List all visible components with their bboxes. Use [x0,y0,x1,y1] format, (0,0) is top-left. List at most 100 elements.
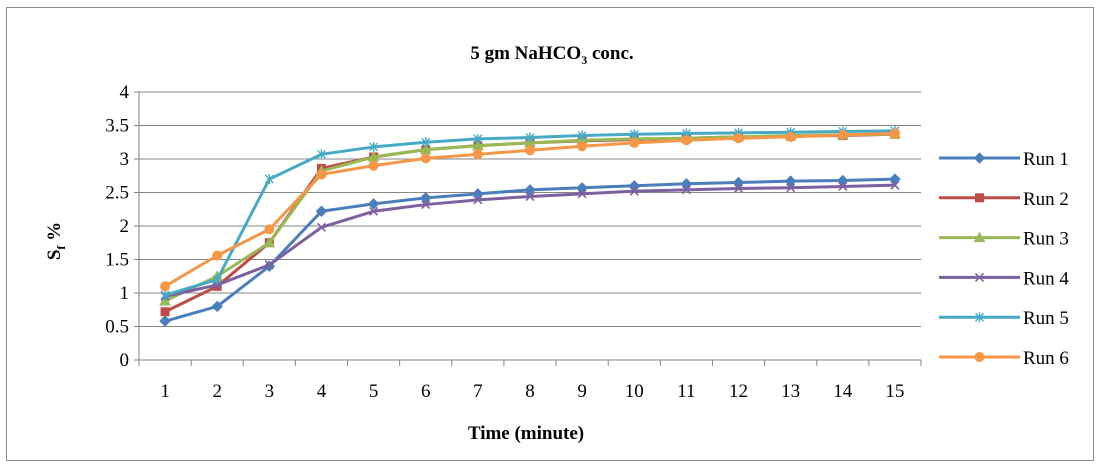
x-axis-title: Time (minute) [468,423,584,444]
series-3 [159,128,901,306]
x-tick-label: 7 [473,381,483,402]
legend-item: Run 1 [939,149,1069,170]
y-tick-label: 3 [120,149,130,170]
data-point [212,250,223,261]
data-point [369,141,379,152]
data-point [420,153,431,164]
data-point [473,195,483,205]
legend-item: Run 5 [939,308,1069,329]
series-4 [160,180,900,301]
data-point [264,224,275,235]
data-point [889,128,900,139]
legend-swatch-marker [973,152,986,164]
data-point [472,149,483,160]
legend-swatch-marker [974,352,985,362]
gridlines [139,91,921,327]
series-lines [159,125,901,327]
data-point [159,295,171,306]
y-tick-label: 0.5 [105,317,129,338]
data-point [629,137,640,148]
data-point [838,181,848,192]
legend-item: Run 3 [939,229,1069,250]
series-1 [159,173,901,327]
x-tick-label: 8 [525,381,535,402]
data-point [160,281,171,292]
data-point [577,189,587,199]
data-point [160,307,170,317]
x-tick-label: 12 [729,381,748,402]
y-tick-label: 3.5 [105,116,129,137]
data-point [784,175,797,187]
line-chart: 00.511.522.533.541 2 3 4 5 6 7 8 9 10 11 12 13 14 15 R… [44,43,1069,444]
data-point [733,183,744,194]
data-point [264,174,274,185]
data-point [420,192,432,204]
data-point [785,131,796,142]
x-tick-label: 6 [421,381,431,402]
chart-frame: 0 0.5 1 1.5 2 2.5 3 3.5 4 1 2 3 4 5 6 7 8 9 10 11 12 13 14 15 R… [6,7,1094,461]
x-tick-label: 4 [317,381,327,402]
x-tick-label: 2 [212,381,222,402]
legend-label: Run 3 [1023,229,1069,250]
x-tick-label: 1 [160,381,170,402]
legend-label: Run 6 [1023,348,1069,369]
data-point [368,160,379,171]
y-tick-label: 1.5 [105,250,129,271]
series-line [164,129,895,297]
y-tick-label: 0 [120,350,130,371]
chart-title-subscript: 3 [581,53,587,67]
legend-item: Run 2 [939,189,1069,210]
x-tick-label: 5 [369,381,379,402]
chart-title: 5 gm NaHCO3 conc. [470,43,633,67]
x-tick-label: 13 [781,381,800,402]
data-point [264,260,274,270]
data-point [316,222,327,232]
data-point [837,129,848,140]
series-6 [160,128,900,292]
data-point [577,141,588,152]
y-axis-title: Sf % [44,222,68,260]
legend-label: Run 1 [1023,149,1069,170]
data-point [367,198,380,210]
y-axis-title-tail: % [44,222,65,246]
data-point [315,205,328,217]
x-tick-label: 14 [833,381,853,402]
legend-item: Run 6 [939,348,1069,369]
series-line [164,132,895,288]
x-tick-label: 9 [577,381,587,402]
legend-label: Run 5 [1023,308,1069,329]
x-tick-label: 10 [625,381,644,402]
data-point [577,130,587,141]
series-2 [160,129,900,317]
data-point [629,129,639,140]
data-point [212,274,222,285]
data-point [160,290,170,301]
data-point [890,180,900,190]
data-point [159,315,171,327]
x-tick-label: 11 [677,381,695,402]
y-tick-label: 2 [120,216,130,237]
legend-swatch-marker [975,193,984,203]
legend-item: Run 4 [939,268,1069,289]
data-point [733,133,744,144]
y-tick-label: 4 [120,82,130,103]
data-point [369,206,379,216]
data-point [421,199,431,210]
series-line [164,183,895,298]
legend-label: Run 4 [1023,268,1069,289]
data-point [681,185,691,195]
legend-swatch-marker [974,272,985,282]
series-line [164,177,895,323]
y-tick-label: 2.5 [105,183,129,204]
data-point [525,191,535,202]
axes: 00.511.522.533.541 2 3 4 5 6 7 8 9 10 11 12 13 14 15 [105,82,922,402]
legend-label: Run 2 [1023,189,1069,210]
data-point [211,300,223,313]
data-point [421,137,431,148]
x-tick-label: 15 [885,381,904,402]
data-point [786,183,796,193]
data-point [263,236,276,248]
data-point [681,135,692,146]
y-axis-title-subscript: f [54,245,68,250]
data-point [473,133,483,144]
